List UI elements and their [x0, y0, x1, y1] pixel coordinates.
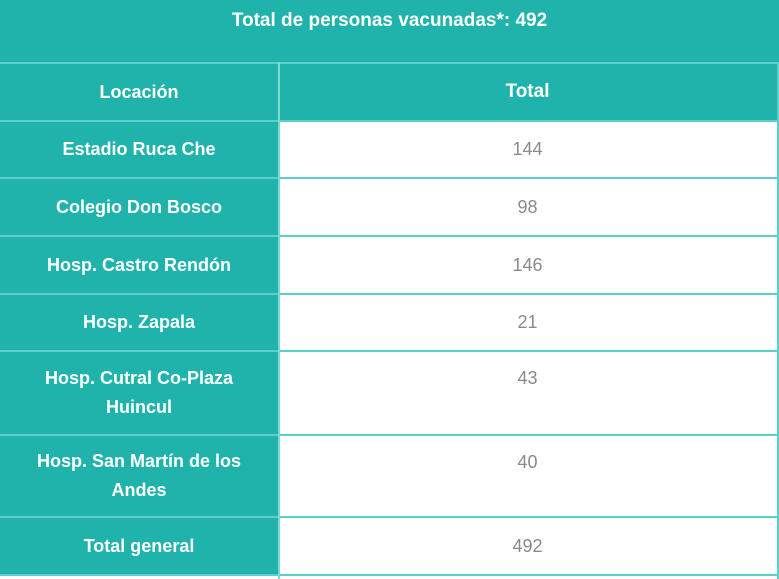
row-divider [0, 574, 779, 576]
table-row: Colegio Don Bosco 98 [0, 179, 779, 235]
row-location: Hosp. Cutral Co-Plaza Huincul [0, 352, 278, 434]
row-divider [0, 177, 779, 179]
row-location: Estadio Ruca Che [0, 122, 278, 177]
row-total: 98 [278, 179, 777, 235]
row-total: 144 [278, 122, 777, 177]
total-row: Total general 492 [0, 518, 779, 574]
table-row: Hosp. Zapala 21 [0, 295, 779, 350]
row-location: Hosp. San Martín de los Andes [0, 436, 278, 516]
row-location: Hosp. Castro Rendón [0, 237, 278, 293]
row-total: 40 [278, 436, 777, 516]
row-total: 146 [278, 237, 777, 293]
header-row: Locación Total [0, 64, 779, 120]
table-title: Total de personas vacunadas*: 492 [0, 0, 779, 62]
table-row: Hosp. San Martín de los Andes 40 [0, 436, 779, 516]
row-divider [0, 235, 779, 237]
table-border [777, 62, 779, 579]
row-divider [0, 293, 779, 295]
header-total: Total [278, 64, 777, 120]
row-divider [0, 434, 779, 436]
total-general-value: 492 [278, 518, 777, 574]
table-row: Hosp. Castro Rendón 146 [0, 237, 779, 293]
table-row: Estadio Ruca Che 144 [0, 122, 779, 177]
header-location: Locación [0, 64, 278, 120]
row-divider [0, 516, 779, 518]
row-location: Colegio Don Bosco [0, 179, 278, 235]
row-location: Hosp. Zapala [0, 295, 278, 350]
row-divider [0, 350, 779, 352]
row-divider [0, 62, 779, 64]
row-total: 21 [278, 295, 777, 350]
row-total: 43 [278, 352, 777, 434]
column-divider [278, 62, 280, 579]
table-row: Hosp. Cutral Co-Plaza Huincul 43 [0, 352, 779, 434]
row-divider [0, 120, 779, 122]
total-general-label: Total general [0, 518, 278, 574]
